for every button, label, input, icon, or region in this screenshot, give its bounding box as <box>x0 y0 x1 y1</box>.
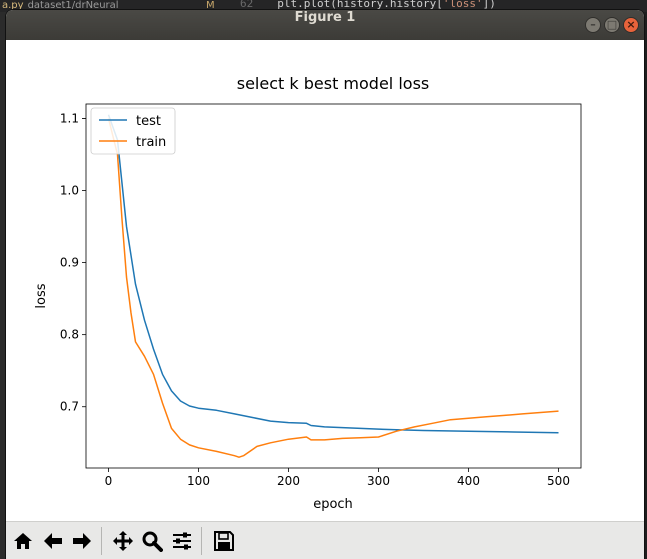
pan-button[interactable] <box>110 528 136 554</box>
chart-svg: select k best model loss 0 100 200 300 400 50… <box>34 74 582 512</box>
code-string: 'loss' <box>442 0 483 10</box>
series-line-train <box>107 118 559 458</box>
zoom-icon <box>142 531 163 552</box>
y-tick-label: 0.8 <box>60 328 79 342</box>
x-tick-label: 200 <box>277 474 300 488</box>
y-tick-label: 0.7 <box>60 400 79 414</box>
chart-title: select k best model loss <box>237 74 429 93</box>
y-tick-label: 0.9 <box>60 256 79 270</box>
y-tick-label: 1.1 <box>60 111 79 125</box>
toolbar-separator <box>201 527 202 555</box>
back-button[interactable] <box>40 528 66 554</box>
editor-code-line: 62 plt.plot(history.history['loss']) <box>240 0 496 12</box>
zoom-button[interactable] <box>139 528 165 554</box>
code-prefix: plt.plot(history.history[ <box>277 0 443 10</box>
series-line-test <box>107 114 559 434</box>
modified-flag: M <box>206 0 215 11</box>
navigation-toolbar <box>6 521 644 559</box>
background-explorer-strip <box>0 12 8 559</box>
back-icon <box>44 533 62 549</box>
file-tab-path: dataset1/drNeural <box>27 0 119 11</box>
home-button[interactable] <box>10 528 36 554</box>
plot-area: 0 100 200 300 400 500 0.7 0.8 0.9 1.0 1.1 test train <box>60 103 582 488</box>
axes-frame <box>85 103 582 469</box>
file-tab-name: a.py <box>2 0 24 11</box>
save-button[interactable] <box>211 528 237 554</box>
legend-label-train: train <box>136 135 166 150</box>
maximize-button[interactable]: □ <box>604 17 620 33</box>
x-tick-label: 500 <box>547 474 570 488</box>
line-number: 62 <box>240 0 254 10</box>
close-button[interactable]: × <box>623 17 639 33</box>
forward-button[interactable] <box>69 528 95 554</box>
forward-icon <box>73 533 91 549</box>
configure-subplots-icon <box>173 532 191 550</box>
home-icon <box>14 533 32 549</box>
window-titlebar[interactable]: Figure 1 – □ × <box>6 10 644 40</box>
x-tick-label: 100 <box>187 474 210 488</box>
window-title: Figure 1 <box>294 10 356 25</box>
y-axis-label: loss <box>34 283 49 308</box>
y-tick-label: 1.0 <box>60 183 79 197</box>
figure-window: Figure 1 – □ × select k best model loss … <box>6 10 644 559</box>
x-tick-label: 400 <box>457 474 480 488</box>
toolbar-separator <box>101 527 102 555</box>
pan-icon <box>113 531 133 551</box>
x-tick-label: 300 <box>367 474 390 488</box>
editor-file-tab[interactable]: a.py dataset1/drNeural M <box>0 0 215 12</box>
figure-canvas[interactable]: select k best model loss 0 100 200 300 400 50… <box>6 40 644 521</box>
x-tick-label: 0 <box>105 474 113 488</box>
legend-label-test: test <box>136 114 161 129</box>
configure-subplots-button[interactable] <box>169 528 195 554</box>
x-axis-label: epoch <box>313 497 353 512</box>
save-icon <box>214 531 234 551</box>
code-suffix: ]) <box>482 0 496 10</box>
background-editor: a.py dataset1/drNeural M 62 plt.plot(histo… <box>0 0 647 12</box>
minimize-button[interactable]: – <box>585 17 601 33</box>
